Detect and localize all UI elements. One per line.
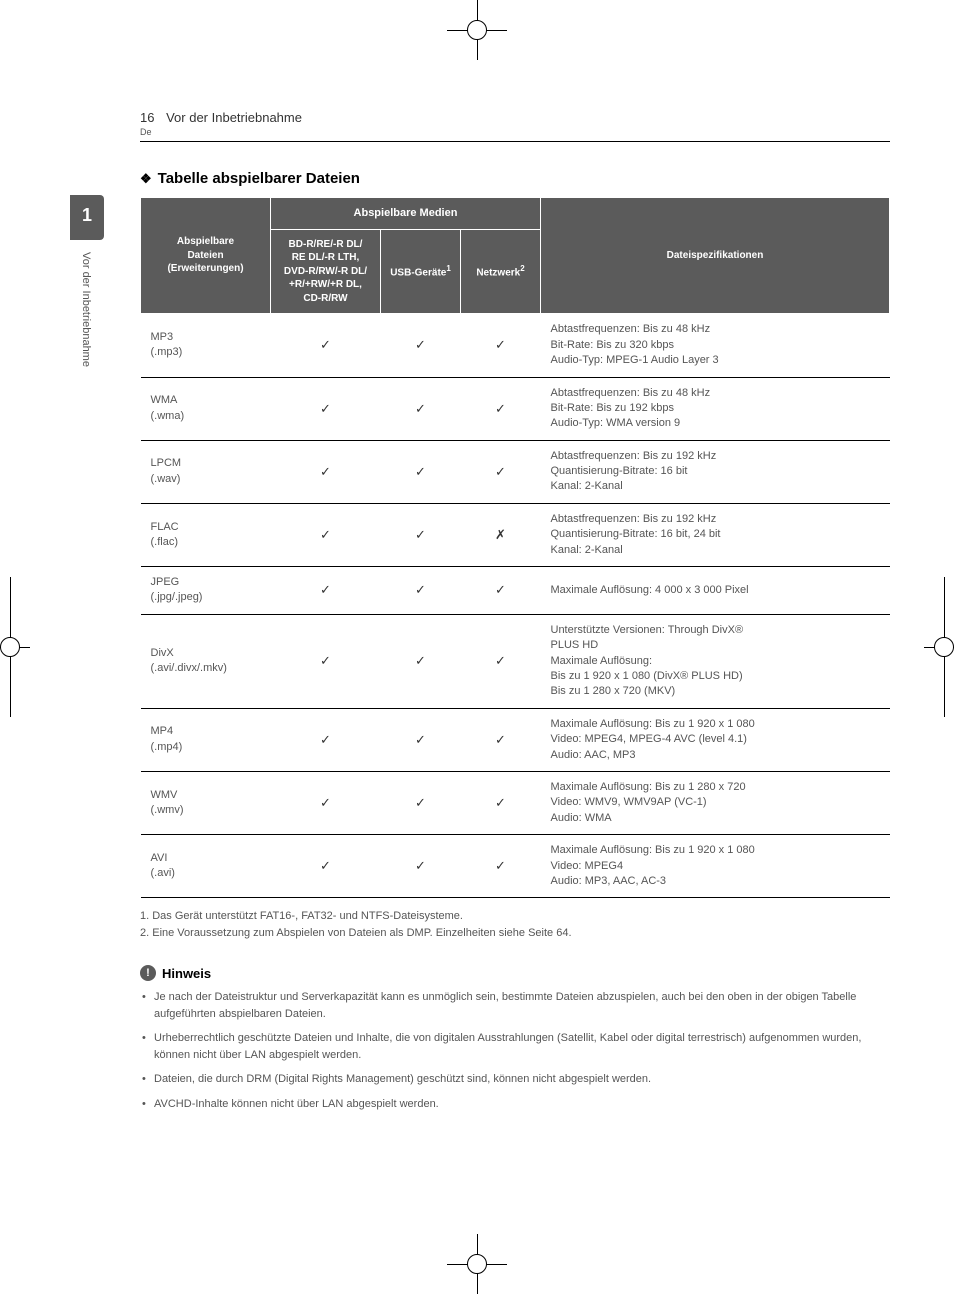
th-media-group: Abspielbare Medien — [271, 198, 541, 230]
cell-disc: ✓ — [271, 503, 381, 566]
cell-disc: ✓ — [271, 567, 381, 615]
cell-usb: ✓ — [381, 503, 461, 566]
cell-net: ✓ — [461, 440, 541, 503]
hinweis-item: Je nach der Dateistruktur und Serverkapa… — [140, 989, 890, 1022]
crop-mark-bottom — [437, 1224, 517, 1304]
cell-disc: ✓ — [271, 614, 381, 708]
cell-spec: Abtastfrequenzen: Bis zu 48 kHzBit-Rate:… — [541, 314, 890, 377]
table-row: AVI(.avi)✓✓✓Maximale Auflösung: Bis zu 1… — [141, 835, 890, 898]
cell-net: ✓ — [461, 567, 541, 615]
cell-spec: Maximale Auflösung: Bis zu 1 920 x 1 080… — [541, 835, 890, 898]
cell-usb: ✓ — [381, 771, 461, 834]
table-row: LPCM(.wav)✓✓✓Abtastfrequenzen: Bis zu 19… — [141, 440, 890, 503]
cell-net: ✓ — [461, 771, 541, 834]
cell-net: ✓ — [461, 835, 541, 898]
footnote-2: 2. Eine Voraussetzung zum Abspielen von … — [140, 925, 890, 942]
page-lang: De — [140, 127, 890, 137]
cell-spec: Abtastfrequenzen: Bis zu 192 kHzQuantisi… — [541, 503, 890, 566]
cell-net: ✓ — [461, 614, 541, 708]
cell-filename: MP4(.mp4) — [141, 708, 271, 771]
table-row: MP4(.mp4)✓✓✓Maximale Auflösung: Bis zu 1… — [141, 708, 890, 771]
crop-mark-left — [0, 577, 30, 717]
crop-mark-top — [437, 0, 517, 70]
cell-usb: ✓ — [381, 440, 461, 503]
table-row: DivX(.avi/.divx/.mkv)✓✓✓Unterstützte Ver… — [141, 614, 890, 708]
cell-usb: ✓ — [381, 314, 461, 377]
hinweis-item: Dateien, die durch DRM (Digital Rights M… — [140, 1071, 890, 1088]
footnote-1: 1. Das Gerät unterstützt FAT16-, FAT32- … — [140, 908, 890, 925]
table-row: WMA(.wma)✓✓✓Abtastfrequenzen: Bis zu 48 … — [141, 377, 890, 440]
cell-usb: ✓ — [381, 567, 461, 615]
section-title: ❖ Tabelle abspielbarer Dateien — [140, 170, 890, 187]
header-rule — [140, 141, 890, 142]
th-spec: Dateispezifikationen — [541, 198, 890, 314]
page-header: 16 Vor der Inbetriebnahme De — [140, 110, 890, 137]
cell-spec: Abtastfrequenzen: Bis zu 48 kHzBit-Rate:… — [541, 377, 890, 440]
cell-filename: FLAC(.flac) — [141, 503, 271, 566]
hinweis-item: Urheberrechtlich geschützte Dateien und … — [140, 1030, 890, 1063]
hinweis-list: Je nach der Dateistruktur und Serverkapa… — [140, 989, 890, 1112]
warning-icon: ! — [140, 965, 156, 981]
th-network: Netzwerk2 — [461, 229, 541, 314]
cell-net: ✓ — [461, 708, 541, 771]
cell-spec: Abtastfrequenzen: Bis zu 192 kHzQuantisi… — [541, 440, 890, 503]
th-disc: BD-R/RE/-R DL/ RE DL/-R LTH, DVD-R/RW/-R… — [271, 229, 381, 314]
diamond-icon: ❖ — [140, 171, 152, 186]
cell-usb: ✓ — [381, 377, 461, 440]
cell-filename: WMA(.wma) — [141, 377, 271, 440]
cell-net: ✓ — [461, 314, 541, 377]
crop-mark-right — [924, 577, 954, 717]
page-number: 16 — [140, 110, 154, 125]
hinweis-block: ! Hinweis Je nach der Dateistruktur und … — [140, 965, 890, 1112]
cell-disc: ✓ — [271, 314, 381, 377]
cell-disc: ✓ — [271, 440, 381, 503]
file-table: Abspielbare Dateien (Erweiterungen) Absp… — [140, 197, 890, 898]
chapter-side-label: Vor der Inbetriebnahme — [80, 252, 92, 367]
cell-disc: ✓ — [271, 771, 381, 834]
hinweis-head: ! Hinweis — [140, 965, 890, 981]
hinweis-item: AVCHD-Inhalte können nicht über LAN abge… — [140, 1096, 890, 1113]
cell-filename: LPCM(.wav) — [141, 440, 271, 503]
cell-usb: ✓ — [381, 708, 461, 771]
cell-disc: ✓ — [271, 377, 381, 440]
cell-usb: ✓ — [381, 614, 461, 708]
cell-filename: AVI(.avi) — [141, 835, 271, 898]
cell-filename: MP3(.mp3) — [141, 314, 271, 377]
table-row: MP3(.mp3)✓✓✓Abtastfrequenzen: Bis zu 48 … — [141, 314, 890, 377]
section-title-text: Tabelle abspielbarer Dateien — [158, 170, 360, 187]
cell-filename: WMV(.wmv) — [141, 771, 271, 834]
th-usb: USB-Geräte1 — [381, 229, 461, 314]
table-row: FLAC(.flac)✓✓✗Abtastfrequenzen: Bis zu 1… — [141, 503, 890, 566]
cell-net: ✓ — [461, 377, 541, 440]
footnotes: 1. Das Gerät unterstützt FAT16-, FAT32- … — [140, 908, 890, 941]
cell-spec: Maximale Auflösung: 4 000 x 3 000 Pixel — [541, 567, 890, 615]
cell-disc: ✓ — [271, 835, 381, 898]
page-title: Vor der Inbetriebnahme — [166, 110, 302, 125]
cell-spec: Maximale Auflösung: Bis zu 1 920 x 1 080… — [541, 708, 890, 771]
cell-usb: ✓ — [381, 835, 461, 898]
cell-spec: Unterstützte Versionen: Through DivX®PLU… — [541, 614, 890, 708]
cell-spec: Maximale Auflösung: Bis zu 1 280 x 720Vi… — [541, 771, 890, 834]
side-tab: 1 Vor der Inbetriebnahme — [70, 195, 104, 367]
chapter-number: 1 — [82, 205, 92, 225]
cell-filename: JPEG(.jpg/.jpeg) — [141, 567, 271, 615]
cell-filename: DivX(.avi/.divx/.mkv) — [141, 614, 271, 708]
chapter-number-box: 1 — [70, 195, 104, 240]
cell-net: ✗ — [461, 503, 541, 566]
th-files: Abspielbare Dateien (Erweiterungen) — [141, 198, 271, 314]
table-row: WMV(.wmv)✓✓✓Maximale Auflösung: Bis zu 1… — [141, 771, 890, 834]
hinweis-label: Hinweis — [162, 966, 211, 981]
cell-disc: ✓ — [271, 708, 381, 771]
table-row: JPEG(.jpg/.jpeg)✓✓✓Maximale Auflösung: 4… — [141, 567, 890, 615]
